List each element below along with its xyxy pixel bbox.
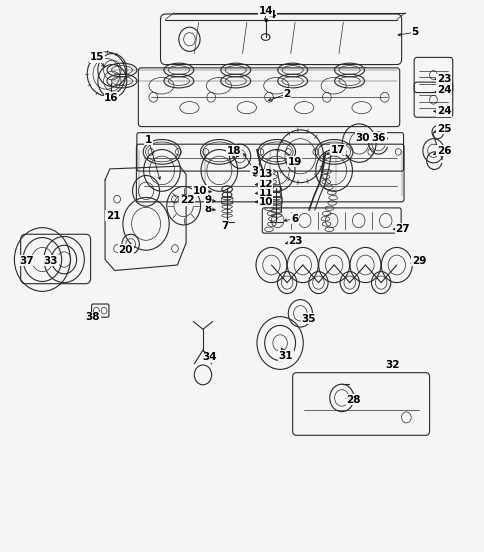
Text: 38: 38 [86, 312, 100, 322]
Text: 23: 23 [436, 75, 451, 84]
Text: 35: 35 [301, 314, 316, 324]
Text: 8: 8 [204, 204, 211, 214]
Text: 12: 12 [258, 179, 272, 189]
Text: 34: 34 [202, 352, 216, 362]
Text: 30: 30 [355, 132, 370, 142]
Text: 29: 29 [411, 256, 425, 266]
Text: 4: 4 [268, 9, 275, 19]
Text: 36: 36 [371, 132, 385, 142]
Text: 10: 10 [193, 186, 207, 196]
Text: 26: 26 [436, 146, 451, 156]
Text: 6: 6 [290, 214, 298, 224]
Text: 27: 27 [394, 224, 409, 233]
Text: 3: 3 [250, 166, 257, 176]
Text: 11: 11 [258, 188, 272, 198]
Text: 31: 31 [278, 351, 292, 360]
Text: 10: 10 [258, 197, 272, 207]
Text: 15: 15 [90, 52, 104, 62]
Text: 24: 24 [436, 86, 451, 95]
Text: 1: 1 [145, 135, 152, 145]
Text: 9: 9 [204, 195, 211, 205]
Text: 20: 20 [118, 245, 133, 254]
Text: 21: 21 [106, 210, 120, 221]
Text: 24: 24 [436, 106, 451, 116]
Text: 19: 19 [287, 157, 301, 167]
Text: 32: 32 [385, 360, 399, 370]
Text: 22: 22 [180, 195, 194, 205]
Text: 17: 17 [330, 145, 345, 155]
Text: 23: 23 [287, 236, 302, 246]
Text: 7: 7 [221, 221, 228, 231]
Text: 14: 14 [258, 6, 272, 15]
Text: 18: 18 [226, 146, 241, 156]
Text: 5: 5 [410, 27, 418, 37]
Text: 2: 2 [283, 89, 290, 99]
Text: 37: 37 [19, 256, 34, 266]
Text: 13: 13 [258, 169, 272, 179]
Text: 16: 16 [104, 93, 119, 103]
Text: 28: 28 [346, 395, 360, 405]
Text: 25: 25 [436, 124, 451, 134]
Text: 33: 33 [44, 256, 58, 266]
